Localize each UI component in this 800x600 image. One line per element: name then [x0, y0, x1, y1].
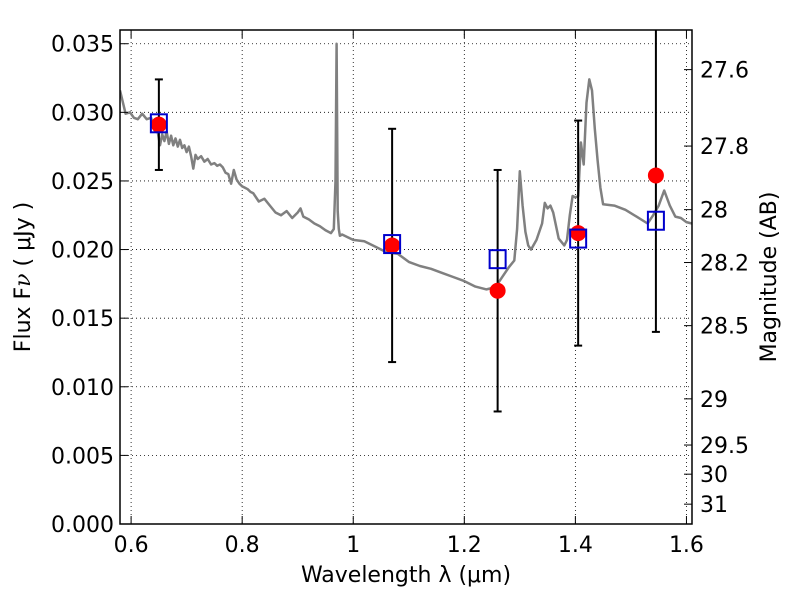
y-tick-label: 0.030	[51, 101, 114, 126]
model-photometry-point	[488, 249, 507, 270]
x-tick-label: 1.2	[447, 533, 482, 558]
y-tick-label: 0.020	[51, 239, 114, 264]
model-photometry-point	[646, 210, 665, 231]
x-axis: 0.6 0.8 1 1.2 1.4 1.6	[114, 30, 704, 558]
right-tick-label: 27.6	[700, 59, 749, 84]
y-axis: 0.000 0.005 0.010 0.015 0.020 0.025 0.030 0.035	[51, 33, 128, 538]
observed-points-series	[150, 116, 664, 299]
observed-point	[570, 225, 587, 242]
observed-point	[384, 237, 401, 254]
x-tick-label: 0.8	[225, 533, 260, 558]
observed-point	[647, 167, 664, 184]
model-spectrum-line	[120, 42, 692, 291]
y-tick-label: 0.000	[51, 513, 114, 538]
y-axis-label: Flux Fν ( μJy )	[11, 202, 36, 352]
x-tick-label: 1.6	[669, 533, 704, 558]
observed-point	[489, 282, 506, 299]
right-tick-label: 29.5	[700, 434, 749, 459]
model-photometry-point	[383, 234, 402, 255]
model-photometry-point	[569, 228, 588, 249]
model-photometry-point	[149, 113, 168, 134]
right-tick-label: 30	[700, 463, 728, 488]
model-photometry-series	[149, 113, 665, 270]
plot-frame	[119, 29, 693, 525]
x-axis-label: Wavelength λ (μm)	[301, 563, 511, 588]
y-tick-label: 0.005	[51, 444, 114, 469]
model-spectrum-series	[120, 42, 692, 291]
y-tick-label: 0.015	[51, 307, 114, 332]
right-tick-label: 28.2	[700, 252, 749, 277]
right-tick-label: 27.8	[700, 135, 749, 160]
grid-lines	[120, 30, 692, 525]
y-tick-label: 0.010	[51, 376, 114, 401]
x-tick-label: 1.4	[558, 533, 593, 558]
right-magnitude-axis: 27.6 27.8 28 28.2 28.5 29 29.5 30 31	[684, 59, 749, 518]
y-tick-label: 0.035	[51, 33, 114, 58]
error-bars	[154, 30, 660, 413]
right-tick-label: 31	[700, 493, 728, 518]
right-tick-label: 28.5	[700, 315, 749, 340]
right-tick-label: 28	[700, 199, 728, 224]
x-tick-label: 0.6	[114, 533, 149, 558]
x-tick-label: 1	[346, 533, 360, 558]
y-tick-label: 0.025	[51, 170, 114, 195]
observed-point	[150, 116, 167, 133]
right-tick-label: 29	[700, 388, 728, 413]
right-axis-label: Magnitude (AB)	[757, 192, 782, 363]
